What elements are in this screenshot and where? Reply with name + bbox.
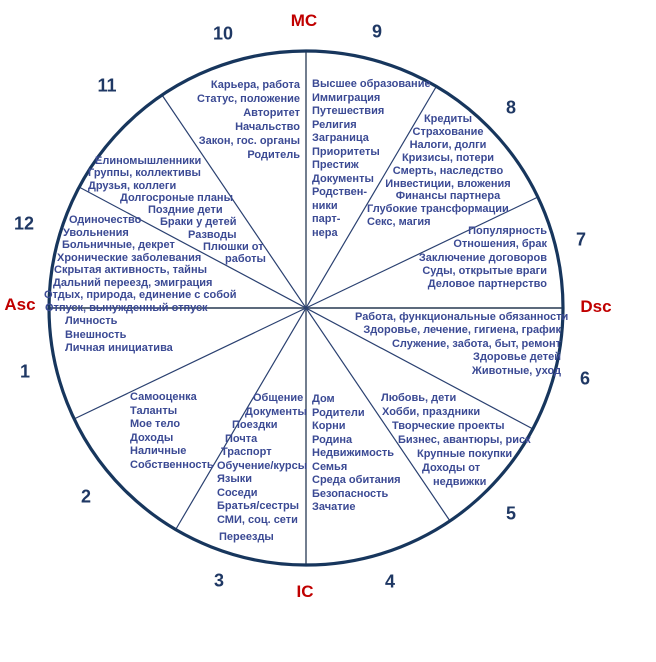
house-3-keywords: Общение Документы Поездки Почта Траспорт Обуч… bbox=[217, 392, 308, 543]
house-8-number: 8 bbox=[505, 97, 517, 118]
house-4-number: 4 bbox=[384, 571, 396, 592]
house-1-keywords: Личность Внешность Личная инициатива bbox=[65, 315, 173, 354]
house-7-keywords: Популярность Отношения, брак Заключение до… bbox=[418, 225, 547, 291]
house-9-keywords: Высшее образование Иммиграция Путешествия Р… bbox=[312, 78, 431, 239]
house-6-number: 6 bbox=[579, 368, 591, 389]
house-7-number: 7 bbox=[575, 229, 587, 250]
house-11-number: 11 bbox=[97, 75, 117, 96]
house-3-number: 3 bbox=[213, 570, 225, 591]
mc-label: MC bbox=[290, 11, 318, 30]
cusp-line-6-12 bbox=[78, 186, 534, 430]
house-4-keywords: Дом Родители Корни Родина Недвижимость Семья С… bbox=[312, 393, 401, 513]
house-11-keywords: Елиномышленники Группы, коллективы Друзья,… bbox=[88, 155, 266, 266]
ic-label: IC bbox=[296, 582, 314, 601]
house-10-keywords: Карьера, работа Статус, положение Авторите… bbox=[197, 79, 300, 161]
dsc-label: Dsc bbox=[580, 297, 612, 316]
wheel-circle bbox=[47, 49, 565, 567]
house-5-number: 5 bbox=[505, 503, 517, 524]
house-2-keywords: Самооценка Таланты Мое тело Доходы Наличные С… bbox=[130, 391, 214, 471]
house-6-keywords: Работа, функциональные обязанности Здоров… bbox=[355, 311, 569, 377]
house-12-keywords: Одиночество Увольнения Больничные, декрет Х… bbox=[44, 214, 237, 314]
house-9-number: 9 bbox=[371, 21, 383, 42]
house-2-number: 2 bbox=[80, 486, 92, 507]
house-5-keywords: Любовь, дети Хобби, праздники Творческие п… bbox=[381, 392, 531, 488]
house-10-number: 10 bbox=[212, 23, 234, 44]
asc-label: Asc bbox=[4, 295, 36, 314]
house-8-keywords: Кредиты Страхование Налоги, долги Кризисы, … bbox=[367, 113, 511, 229]
house-12-number: 12 bbox=[13, 213, 35, 234]
house-1-number: 1 bbox=[19, 361, 31, 382]
